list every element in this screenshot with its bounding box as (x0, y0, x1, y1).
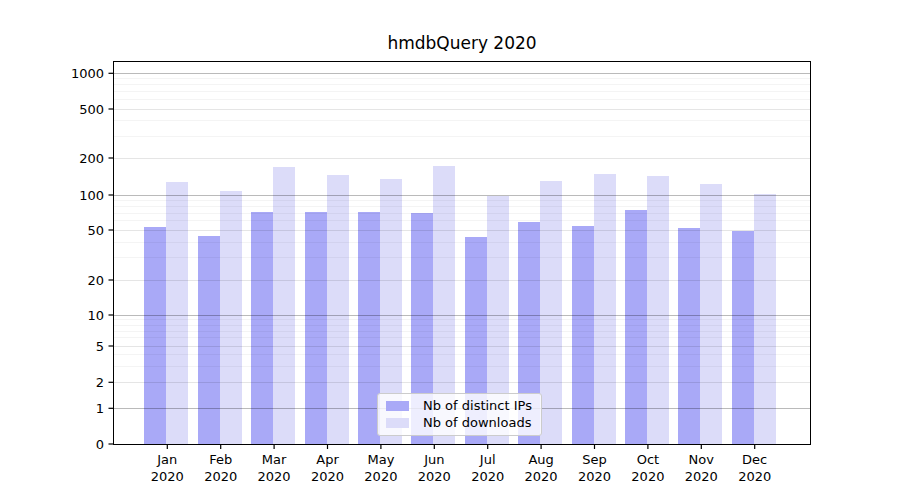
bar-oct-nb-of-downloads (647, 176, 669, 445)
x-tick-label-may: May2020 (364, 452, 397, 484)
x-tick-label-aug: Aug2020 (525, 452, 558, 484)
y-tick-label-50: 50 (87, 223, 104, 238)
x-tick-label-apr: Apr2020 (311, 452, 344, 484)
x-axis: Jan2020 Feb2020 Mar2020 Apr2020 May2020 Jun20… (151, 445, 771, 484)
bar-apr-nb-of-distinct-ips (305, 212, 327, 445)
x-tick-label-sep: Sep2020 (578, 452, 611, 484)
y-tick-label-1000: 1000 (71, 66, 104, 81)
y-tick-label-5: 5 (96, 339, 104, 354)
y-tick-label-200: 200 (79, 151, 104, 166)
chart-title: hmdbQuery 2020 (387, 33, 536, 53)
y-axis: 0 1 2 5 10 20 50 100 200 500 1000 (71, 66, 113, 452)
legend-swatch-downloads (386, 418, 409, 428)
bar-mar-nb-of-downloads (273, 167, 295, 444)
bar-sep-nb-of-downloads (594, 174, 616, 444)
y-tick-label-20: 20 (87, 273, 104, 288)
legend-item-downloads: Nb of downloads (386, 415, 532, 431)
y-tick-label-2: 2 (96, 375, 104, 390)
y-tick-label-500: 500 (79, 102, 104, 117)
x-tick-label-nov: Nov2020 (685, 452, 718, 484)
x-tick-label-oct: Oct2020 (631, 452, 664, 484)
bar-nov-nb-of-distinct-ips (678, 228, 700, 445)
bar-sep-nb-of-distinct-ips (572, 226, 594, 444)
x-tick-label-jul: Jul2020 (471, 452, 504, 484)
chart-legend: Nb of distinct IPs Nb of downloads (377, 393, 542, 436)
x-tick-label-mar: Mar2020 (258, 452, 291, 484)
y-tick-label-10: 10 (87, 308, 104, 323)
bar-mar-nb-of-distinct-ips (251, 212, 273, 445)
y-tick-label-0: 0 (96, 437, 104, 452)
x-tick-label-dec: Dec2020 (738, 452, 771, 484)
x-tick-label-jun: Jun2020 (418, 452, 451, 484)
y-tick-label-1: 1 (96, 401, 104, 416)
x-tick-label-feb: Feb2020 (204, 452, 237, 484)
legend-swatch-distinct-ips (386, 401, 409, 411)
bar-oct-nb-of-distinct-ips (625, 210, 647, 445)
bar-apr-nb-of-downloads (327, 175, 349, 445)
y-tick-label-100: 100 (79, 188, 104, 203)
bar-feb-nb-of-downloads (220, 191, 242, 445)
legend-label-distinct-ips: Nb of distinct IPs (423, 398, 532, 414)
chart-figure: 0 1 2 5 10 20 50 100 200 500 1000 Jan2020 Feb2020 Mar… (0, 0, 900, 500)
legend-label-downloads: Nb of downloads (423, 415, 531, 431)
legend-item-distinct-ips: Nb of distinct IPs (386, 398, 532, 414)
bar-feb-nb-of-distinct-ips (198, 236, 220, 445)
x-tick-label-jan: Jan2020 (151, 452, 184, 484)
bar-nov-nb-of-downloads (700, 184, 722, 444)
bar-jan-nb-of-distinct-ips (144, 227, 166, 444)
